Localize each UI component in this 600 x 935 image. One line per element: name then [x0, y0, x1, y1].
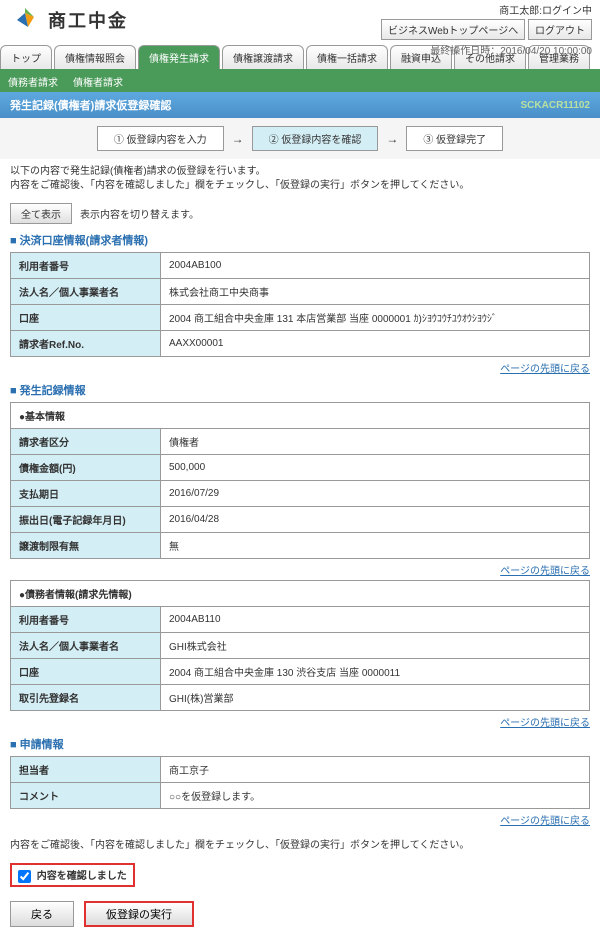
- value-refno: AAXX00001: [161, 331, 590, 357]
- tab-batch[interactable]: 債権一括請求: [306, 45, 388, 69]
- page-code: SCKACR11102: [521, 100, 590, 111]
- page-title: 発生記録(債権者)請求仮登録確認: [10, 97, 171, 113]
- value-user-no: 2004AB100: [161, 253, 590, 279]
- sub-tabs: 債務者請求 債権者請求: [0, 71, 600, 92]
- toggle-all-button[interactable]: 全て表示: [10, 203, 72, 224]
- tab-issue[interactable]: 債権発生請求: [138, 45, 220, 69]
- debtor-header: ●債務者情報(請求先情報): [11, 581, 590, 607]
- bank-name: 商工中金: [48, 7, 128, 33]
- toggle-label: 表示内容を切り替えます。: [80, 206, 199, 221]
- basic-header: ●基本情報: [11, 403, 590, 429]
- step-2: ② 仮登録内容を確認: [252, 126, 379, 151]
- label-user-no: 利用者番号: [11, 253, 161, 279]
- back-button[interactable]: 戻る: [10, 901, 74, 927]
- tab-inquiry[interactable]: 債権情報照会: [54, 45, 136, 69]
- confirm-checkbox[interactable]: [18, 870, 31, 883]
- page-top-link[interactable]: ページの先頭に戻る: [500, 718, 590, 729]
- section-record-title: 発生記録情報: [0, 378, 600, 402]
- tab-transfer[interactable]: 債権譲渡請求: [222, 45, 304, 69]
- bank-logo-icon: [10, 5, 40, 35]
- instruction-text: 以下の内容で発生記録(債権者)請求の仮登録を行います。 内容をご確認後、「内容を…: [0, 159, 600, 199]
- last-operation-time: 最終操作日時：2016/04/20 10:00:00: [381, 42, 592, 57]
- header: 商工中金 商工太郎:ログイン中 ビジネスWebトップページへ ログアウト 最終操…: [0, 0, 600, 40]
- confirm-instruction: 内容をご確認後、「内容を確認しました」欄をチェックし、「仮登録の実行」ボタンを押…: [0, 830, 600, 857]
- confirm-checkbox-wrap: 内容を確認しました: [10, 863, 135, 887]
- step-indicator: ① 仮登録内容を入力 → ② 仮登録内容を確認 → ③ 仮登録完了: [0, 118, 600, 159]
- tab-top[interactable]: トップ: [0, 45, 52, 69]
- login-status: 商工太郎:ログイン中: [381, 2, 592, 17]
- value-corp-name: 株式会社商工中央商事: [161, 279, 590, 305]
- debtor-info-table: ●債務者情報(請求先情報) 利用者番号2004AB110 法人名／個人事業者名G…: [10, 580, 590, 711]
- page-top-link[interactable]: ページの先頭に戻る: [500, 816, 590, 827]
- basic-info-table: ●基本情報 請求者区分債権者 債権金額(円)500,000 支払期日2016/0…: [10, 402, 590, 559]
- submit-button[interactable]: 仮登録の実行: [84, 901, 194, 927]
- logout-button[interactable]: ログアウト: [528, 19, 592, 40]
- label-account: 口座: [11, 305, 161, 331]
- step-3: ③ 仮登録完了: [406, 126, 503, 151]
- arrow-icon: →: [232, 132, 244, 146]
- page-top-link[interactable]: ページの先頭に戻る: [500, 364, 590, 375]
- page-title-bar: 発生記録(債権者)請求仮登録確認 SCKACR11102: [0, 92, 600, 118]
- subtab-creditor[interactable]: 債権者請求: [73, 74, 123, 89]
- account-table: 利用者番号2004AB100 法人名／個人事業者名株式会社商工中央商事 口座20…: [10, 252, 590, 357]
- subtab-debtor[interactable]: 債務者請求: [8, 74, 58, 89]
- section-apply-title: 申請情報: [0, 732, 600, 756]
- label-corp-name: 法人名／個人事業者名: [11, 279, 161, 305]
- step-1: ① 仮登録内容を入力: [97, 126, 224, 151]
- confirm-label: 内容を確認しました: [37, 871, 127, 882]
- apply-table: 担当者商工京子 コメント○○を仮登録します。: [10, 756, 590, 809]
- label-refno: 請求者Ref.No.: [11, 331, 161, 357]
- arrow-icon: →: [386, 132, 398, 146]
- biz-web-top-button[interactable]: ビジネスWebトップページへ: [381, 19, 525, 40]
- section-account-title: 決済口座情報(請求者情報): [0, 228, 600, 252]
- value-account: 2004 商工組合中央金庫 131 本店営業部 当座 0000001 ｶ)ｼﾖｳ…: [161, 305, 590, 331]
- page-top-link[interactable]: ページの先頭に戻る: [500, 566, 590, 577]
